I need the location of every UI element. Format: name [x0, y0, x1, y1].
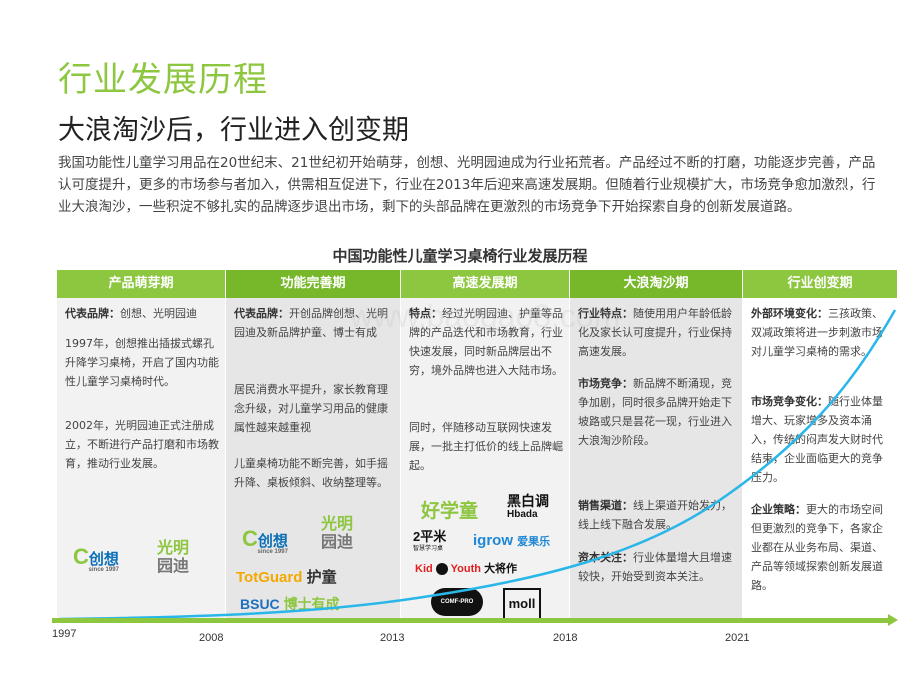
- timeline-axis: [52, 618, 892, 623]
- logo-text: 黑白调: [507, 493, 549, 509]
- timeline-title: 中国功能性儿童学习桌椅行业发展历程: [332, 247, 588, 265]
- logo-igrow: igrow 爱果乐: [473, 532, 550, 549]
- stage-text: 1997年，创想推出插拔式螺孔升降学习桌椅，开启了国内功能性儿童学习桌椅时代。: [65, 337, 219, 388]
- logo-text: Hbada: [507, 509, 538, 520]
- label-bold: 特点：: [409, 307, 442, 320]
- logo-text: 大将作: [484, 563, 518, 575]
- logo-text: BSUC: [240, 596, 280, 612]
- label-bold: 企业策略：: [751, 503, 806, 516]
- logo-text: since 1997: [88, 567, 119, 573]
- text-span: 三孩政策、双减政策将进一步刺激市场对儿童学习桌椅的需求。: [751, 307, 883, 358]
- logo-text: igrow: [473, 532, 513, 549]
- label-bold: 代表品牌：: [65, 307, 120, 320]
- stage-body: 代表品牌：创想、光明园迪 1997年，创想推出插拔式螺孔升降学习桌椅，开启了国内…: [57, 298, 225, 620]
- label-bold: 市场竞争变化：: [751, 395, 828, 408]
- stage-header: 行业创变期: [743, 270, 897, 298]
- text-span: 更大的市场空间但更激烈的竞争下，各家企业都在从业务布局、渠道、产品等领域探索创新…: [751, 503, 883, 592]
- logo-heibaidiao: 黑白调 Hbada: [507, 494, 549, 522]
- label-bold: 销售渠道：: [578, 499, 633, 512]
- stage-text: 销售渠道：线上渠道开始发力，线上线下融合发展。: [578, 496, 738, 534]
- year-label: 1997: [52, 628, 77, 640]
- stage-header: 产品萌芽期: [57, 270, 225, 298]
- text-span: 新品牌不断涌现，竞争加剧，同时很多品牌开始走下坡路或只是昙花一现，行业进入大浪淘…: [578, 377, 732, 447]
- stage-text: 代表品牌：开创品牌创想、光明园迪及新品牌护童、博士有成: [234, 304, 396, 342]
- logo-text: Youth: [450, 563, 481, 575]
- stage-header: 大浪淘沙期: [570, 270, 742, 298]
- label-bold: 市场竞争：: [578, 377, 633, 390]
- logo-text: 园迪: [157, 558, 190, 575]
- stage-body: 外部环境变化：三孩政策、双减政策将进一步刺激市场对儿童学习桌椅的需求。 市场竞争…: [743, 298, 897, 620]
- growth-curve-line: [59, 309, 897, 621]
- stage-text: 行业特点：随使用用户年龄低龄化及家长认可度提升，行业保持高速发展。: [578, 304, 738, 361]
- stage-header: 功能完善期: [226, 270, 400, 298]
- logo-text: 护童: [306, 569, 337, 586]
- year-label: 2018: [553, 632, 578, 644]
- page-title: 行业发展历程: [58, 60, 268, 100]
- logo-chuangxiang: C创想 since 1997: [73, 544, 119, 573]
- stage-body: 特点：经过光明园迪、护童等品牌的产品迭代和市场教育，行业快速发展，同时新品牌层出…: [401, 298, 569, 620]
- logo-guangming: 光明 园迪: [321, 516, 353, 552]
- logo-kidyouth: Kid Youth 大将作: [415, 560, 517, 576]
- text-span: 随使用用户年龄低龄化及家长认可度提升，行业保持高速发展。: [578, 307, 732, 358]
- logo-chuangxiang: C创想 since 1997: [242, 526, 288, 555]
- stage-column-4: 大浪淘沙期 行业特点：随使用用户年龄低龄化及家长认可度提升，行业保持高速发展。 …: [570, 270, 742, 620]
- label-bold: 外部环境变化：: [751, 307, 828, 320]
- stage-body: 行业特点：随使用用户年龄低龄化及家长认可度提升，行业保持高速发展。 市场竞争：新…: [570, 298, 742, 620]
- text-span: 经过光明园迪、护童等品牌的产品迭代和市场教育，行业快速发展，同时新品牌层出不穷，…: [409, 307, 563, 377]
- logo-haoxuetong: 好学童: [421, 501, 479, 522]
- logo-text: TotGuard: [236, 569, 303, 586]
- axis-arrow-icon: [888, 614, 898, 626]
- logo-text: 创想: [257, 533, 288, 550]
- stage-header: 高速发展期: [401, 270, 569, 298]
- logo-text: 智慧学习桌: [413, 546, 444, 552]
- logo-totguard: TotGuard 护童: [236, 566, 337, 587]
- label-bold: 代表品牌：: [234, 307, 289, 320]
- stage-column-3: 高速发展期 特点：经过光明园迪、护童等品牌的产品迭代和市场教育，行业快速发展，同…: [401, 270, 569, 620]
- stage-body: 代表品牌：开创品牌创想、光明园迪及新品牌护童、博士有成 居民消费水平提升，家长教…: [226, 298, 400, 620]
- intro-paragraph: 我国功能性儿童学习用品在20世纪末、21世纪初开始萌芽，创想、光明园迪成为行业拓…: [58, 155, 876, 215]
- text-span: 行业体量增大且增速较快，开始受到资本关注。: [578, 551, 732, 583]
- stage-text: 居民消费水平提升，家长教育理念升级，对儿童学习用品的健康属性越来越重视: [234, 383, 388, 434]
- watermark: www.baogao8.com: [350, 298, 621, 334]
- logo-text: 光明: [157, 540, 190, 557]
- stage-text: 特点：经过光明园迪、护童等品牌的产品迭代和市场教育，行业快速发展，同时新品牌层出…: [409, 304, 565, 380]
- text-span: 创想、光明园迪: [120, 307, 197, 320]
- stage-text: 2002年，光明园迪正式注册成立，不断进行产品打磨和市场教育，推动行业发展。: [65, 419, 219, 470]
- label-bold: 行业特点：: [578, 307, 633, 320]
- logo-text: since 1997: [257, 549, 288, 555]
- logo-text: 光明: [321, 516, 354, 533]
- logo-text: 爱果乐: [517, 536, 551, 548]
- text-span: 随行业体量增大、玩家增多及资本涌入，传统的闷声发大财时代结束，企业面临更大的竞争…: [751, 395, 883, 484]
- page-subtitle: 大浪淘沙后，行业进入创变期: [58, 115, 409, 146]
- stage-text: 企业策略：更大的市场空间但更激烈的竞争下，各家企业都在从业务布局、渠道、产品等领…: [751, 500, 893, 595]
- stage-column-2: 功能完善期 代表品牌：开创品牌创想、光明园迪及新品牌护童、博士有成 居民消费水平…: [226, 270, 400, 620]
- stage-text: 儿童桌椅功能不断完善，如手摇升降、桌板倾斜、收纳整理等。: [234, 457, 388, 489]
- text-span: 开创品牌创想、光明园迪及新品牌护童、博士有成: [234, 307, 388, 339]
- stage-text: 外部环境变化：三孩政策、双减政策将进一步刺激市场对儿童学习桌椅的需求。: [751, 304, 893, 361]
- stage-text: 同时，伴随移动互联网快速发展，一批主打低价的线上品牌崛起。: [409, 421, 563, 472]
- logo-2pingmi: 2平米智慧学习桌: [413, 530, 446, 556]
- stage-text: 市场竞争变化：随行业体量增大、玩家增多及资本涌入，传统的闷声发大财时代结束，企业…: [751, 392, 893, 487]
- logo-text: 园迪: [321, 534, 354, 551]
- logo-guangming: 光明 园迪: [157, 540, 189, 576]
- logo-text: 创想: [88, 551, 119, 568]
- stage-column-1: 产品萌芽期 代表品牌：创想、光明园迪 1997年，创想推出插拔式螺孔升降学习桌椅…: [57, 270, 225, 620]
- stage-column-5: 行业创变期 外部环境变化：三孩政策、双减政策将进一步刺激市场对儿童学习桌椅的需求…: [743, 270, 897, 620]
- logo-text: Kid: [415, 563, 433, 575]
- logo-text: 2平米: [413, 529, 447, 544]
- stage-text: 市场竞争：新品牌不断涌现，竞争加剧，同时很多品牌开始走下坡路或只是昙花一现，行业…: [578, 374, 738, 450]
- year-label: 2008: [199, 632, 224, 644]
- year-label: 2021: [725, 632, 750, 644]
- year-label: 2013: [380, 632, 405, 644]
- stage-text: 代表品牌：创想、光明园迪: [65, 304, 221, 323]
